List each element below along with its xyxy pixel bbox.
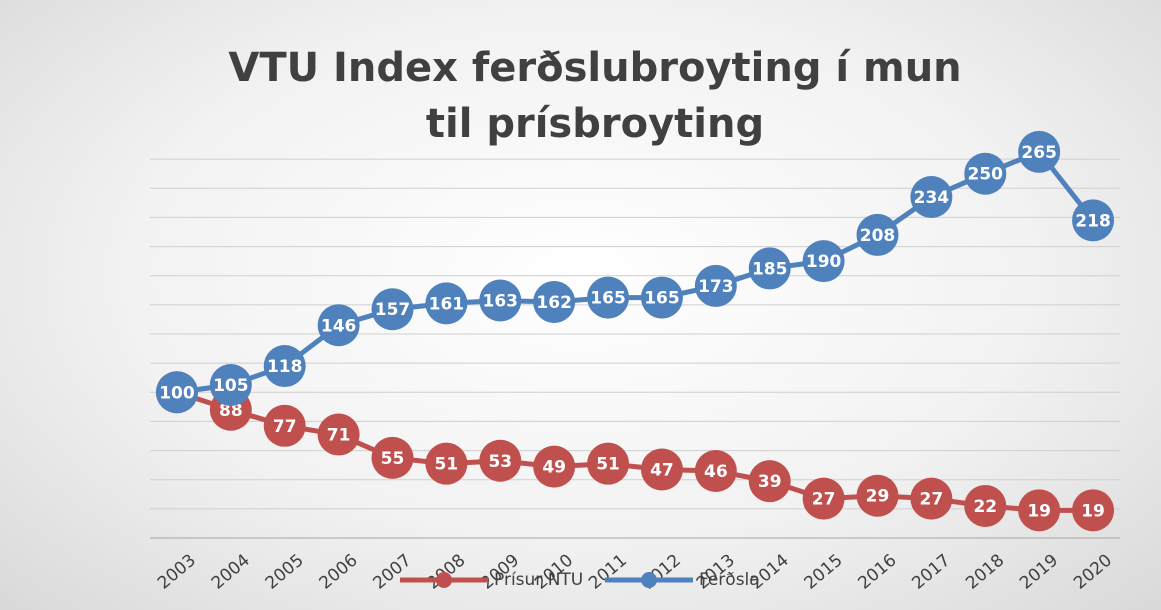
data-point: [209, 364, 252, 406]
data-point: [263, 404, 306, 447]
data-label: 157: [375, 300, 411, 320]
data-point: [155, 371, 198, 414]
data-label: 55: [381, 449, 405, 469]
x-tick-label: 2020: [1070, 550, 1116, 593]
data-label: 51: [435, 455, 459, 475]
data-point: [371, 436, 414, 479]
data-label: 165: [644, 289, 680, 309]
data-point: [1072, 489, 1115, 532]
data-point: [748, 460, 791, 503]
data-point: [964, 484, 1007, 527]
data-point: [533, 280, 576, 323]
data-label: 118: [267, 357, 303, 377]
data-point: [587, 442, 630, 485]
chart-title: VTU Index ferðslubroyting í mun til prís…: [228, 45, 962, 147]
data-label: 47: [650, 461, 674, 481]
data-point: [317, 304, 360, 347]
data-point: [425, 442, 468, 485]
x-tick-label: 2004: [208, 550, 254, 593]
data-point: [694, 264, 737, 307]
data-point: [317, 413, 360, 456]
data-label: 146: [321, 316, 357, 336]
data-label: 29: [866, 487, 890, 507]
data-point: [748, 247, 791, 290]
data-point: [371, 288, 414, 331]
x-tick-label: 2011: [585, 550, 631, 593]
data-label: 190: [806, 252, 842, 272]
data-label: 265: [1021, 143, 1057, 163]
data-point: [910, 176, 953, 219]
data-label: 218: [1075, 211, 1111, 231]
legend-label: Prísur NTU: [494, 570, 583, 590]
data-point: [964, 152, 1007, 195]
data-point: [910, 477, 953, 520]
x-tick-label: 2015: [801, 550, 847, 593]
data-label: 173: [698, 277, 734, 297]
data-point: [802, 240, 845, 283]
data-label: 27: [920, 490, 944, 510]
data-point: [694, 449, 737, 492]
data-label: 163: [483, 291, 519, 311]
data-label: 105: [213, 376, 249, 396]
x-tick-label: 2007: [370, 550, 416, 593]
data-point: [479, 439, 522, 482]
x-tick-label: 2006: [316, 550, 362, 593]
data-point: [533, 445, 576, 488]
data-point: [640, 448, 683, 491]
data-label: 49: [542, 458, 566, 478]
data-label: 250: [968, 165, 1004, 185]
data-point: [802, 477, 845, 520]
x-tick-label: 2003: [154, 550, 200, 593]
data-point: [263, 345, 306, 388]
data-label: 27: [812, 490, 836, 510]
data-label: 161: [429, 294, 465, 314]
data-label: 77: [273, 417, 297, 437]
data-label: 53: [488, 452, 512, 472]
data-point: [640, 276, 683, 319]
data-point: [587, 276, 630, 319]
data-label: 165: [590, 289, 626, 309]
series-line: [176, 389, 1094, 513]
data-point: [1018, 130, 1061, 173]
data-point: [856, 213, 899, 256]
data-point: [856, 474, 899, 517]
data-label: 185: [752, 259, 788, 279]
data-label: 71: [327, 426, 351, 446]
legend-marker: [641, 572, 657, 588]
x-tick-label: 2017: [908, 550, 954, 593]
data-label: 88: [219, 401, 243, 421]
x-tick-label: 2019: [1016, 550, 1062, 593]
legend-label: Ferðsla: [699, 570, 760, 590]
data-label: 19: [1081, 501, 1105, 521]
data-label: 51: [596, 455, 620, 475]
data-label: 234: [914, 188, 950, 208]
data-label: 39: [758, 472, 782, 492]
legend-marker: [436, 572, 452, 588]
data-point: [1018, 489, 1061, 532]
data-label: 208: [860, 226, 896, 246]
data-point: [425, 282, 468, 325]
data-label: 46: [704, 462, 728, 482]
x-tick-label: 2016: [855, 550, 901, 593]
data-point: [479, 279, 522, 322]
data-label: 19: [1027, 501, 1051, 521]
data-label: 22: [973, 497, 997, 517]
data-label: 100: [159, 383, 195, 403]
x-tick-label: 2005: [262, 550, 308, 593]
data-point: [1072, 199, 1115, 242]
x-tick-label: 2018: [962, 550, 1008, 593]
data-label: 162: [536, 293, 572, 313]
